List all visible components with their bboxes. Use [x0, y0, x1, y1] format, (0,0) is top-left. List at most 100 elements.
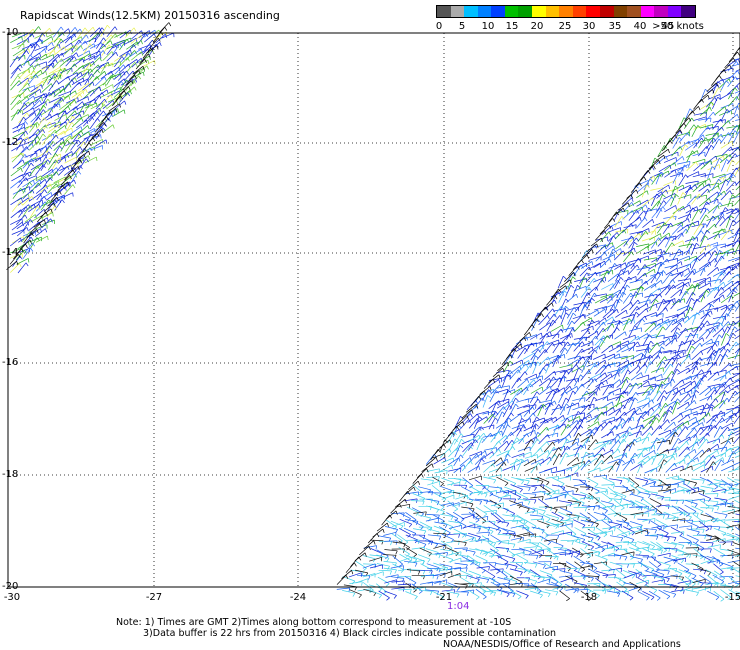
wind-barb	[613, 208, 621, 221]
wind-barb	[734, 90, 740, 94]
wind-barb	[630, 311, 637, 325]
wind-barb	[632, 396, 634, 402]
wind-barb	[478, 416, 483, 420]
wind-barb	[643, 383, 657, 388]
wind-barb	[59, 121, 62, 126]
wind-barb	[24, 214, 36, 223]
wind-barb	[706, 403, 710, 407]
wind-barb	[110, 40, 113, 45]
wind-barb	[722, 176, 725, 182]
wind-barb	[545, 432, 558, 437]
wind-barb	[657, 454, 666, 466]
wind-barb	[726, 109, 731, 113]
wind-barb	[586, 426, 597, 436]
wind-barb	[29, 121, 38, 133]
wind-barb	[411, 520, 424, 528]
wind-barb	[440, 521, 454, 528]
wind-barb	[95, 98, 105, 110]
wind-barb	[692, 323, 703, 333]
wind-barb	[594, 490, 608, 494]
wind-barb	[539, 417, 552, 424]
wind-barb	[562, 487, 566, 491]
wind-barb	[718, 87, 722, 91]
wind-barb	[662, 298, 675, 305]
wind-barb	[104, 123, 108, 127]
wind-barb	[736, 385, 739, 390]
wind-barb	[94, 55, 96, 60]
wind-barb	[733, 261, 740, 271]
wind-barb	[682, 240, 684, 245]
wind-barb	[649, 354, 659, 366]
wind-barb	[51, 36, 54, 41]
wind-barb	[659, 323, 662, 328]
wind-barb	[572, 390, 576, 394]
wind-barb	[36, 109, 44, 121]
wind-barb	[487, 395, 491, 399]
wind-barb	[616, 378, 627, 388]
wind-barb	[612, 401, 614, 406]
wind-barb	[731, 295, 734, 300]
wind-barb	[97, 118, 101, 122]
wind-barb	[571, 461, 585, 467]
wind-barb	[663, 549, 668, 553]
wind-barb	[630, 352, 643, 360]
wind-barb	[75, 157, 77, 162]
wind-barb	[469, 445, 473, 450]
wind-barb	[133, 44, 137, 49]
wind-barb	[524, 465, 537, 472]
wind-barb	[692, 411, 706, 416]
wind-barb	[102, 100, 114, 109]
wind-barb	[661, 381, 666, 385]
wind-barb	[722, 384, 726, 388]
wind-barb	[712, 315, 726, 320]
wind-barb	[498, 530, 502, 535]
wind-barb	[713, 228, 723, 240]
wind-barb	[53, 26, 62, 38]
wind-barb	[544, 342, 553, 354]
wind-barb	[88, 32, 99, 43]
wind-barb	[588, 492, 600, 502]
wind-barb	[679, 130, 683, 135]
wind-barb	[530, 462, 540, 474]
wind-barb	[714, 349, 717, 354]
wind-barb	[11, 221, 23, 231]
wind-barb	[446, 470, 448, 475]
wind-barb	[541, 386, 544, 392]
wind-barb	[11, 144, 23, 152]
wind-barb	[656, 390, 665, 402]
wind-barb	[636, 411, 649, 416]
wind-barb	[700, 310, 712, 320]
wind-barb	[30, 44, 34, 48]
wind-barb	[706, 389, 716, 401]
wind-barb	[440, 506, 445, 510]
wind-barb	[565, 342, 574, 355]
wind-barb	[728, 450, 740, 457]
wind-barb	[52, 58, 62, 69]
wind-barb	[567, 402, 573, 416]
wind-barb	[519, 489, 523, 493]
wind-barb	[429, 506, 432, 511]
wind-barb	[94, 50, 104, 61]
wind-barb	[720, 440, 729, 452]
wind-barb	[665, 475, 679, 480]
wind-barb	[573, 301, 587, 306]
wind-barb	[544, 400, 555, 411]
wind-barb	[495, 388, 508, 394]
wind-barb	[74, 56, 77, 61]
wind-barb	[101, 44, 110, 56]
wind-barb	[735, 299, 740, 303]
wind-barb	[684, 270, 694, 282]
wind-barb	[145, 33, 149, 37]
wind-barb	[539, 322, 551, 331]
wind-barb	[713, 287, 722, 299]
wind-barb	[677, 485, 690, 491]
wind-barb	[591, 431, 596, 435]
wind-barb	[462, 537, 476, 543]
wind-barb	[649, 534, 663, 536]
wind-barb	[586, 271, 596, 282]
wind-barb	[71, 39, 80, 51]
wind-barb	[622, 202, 632, 213]
wind-barb	[715, 155, 718, 161]
wind-barb	[490, 548, 502, 556]
wind-barb	[642, 219, 653, 228]
